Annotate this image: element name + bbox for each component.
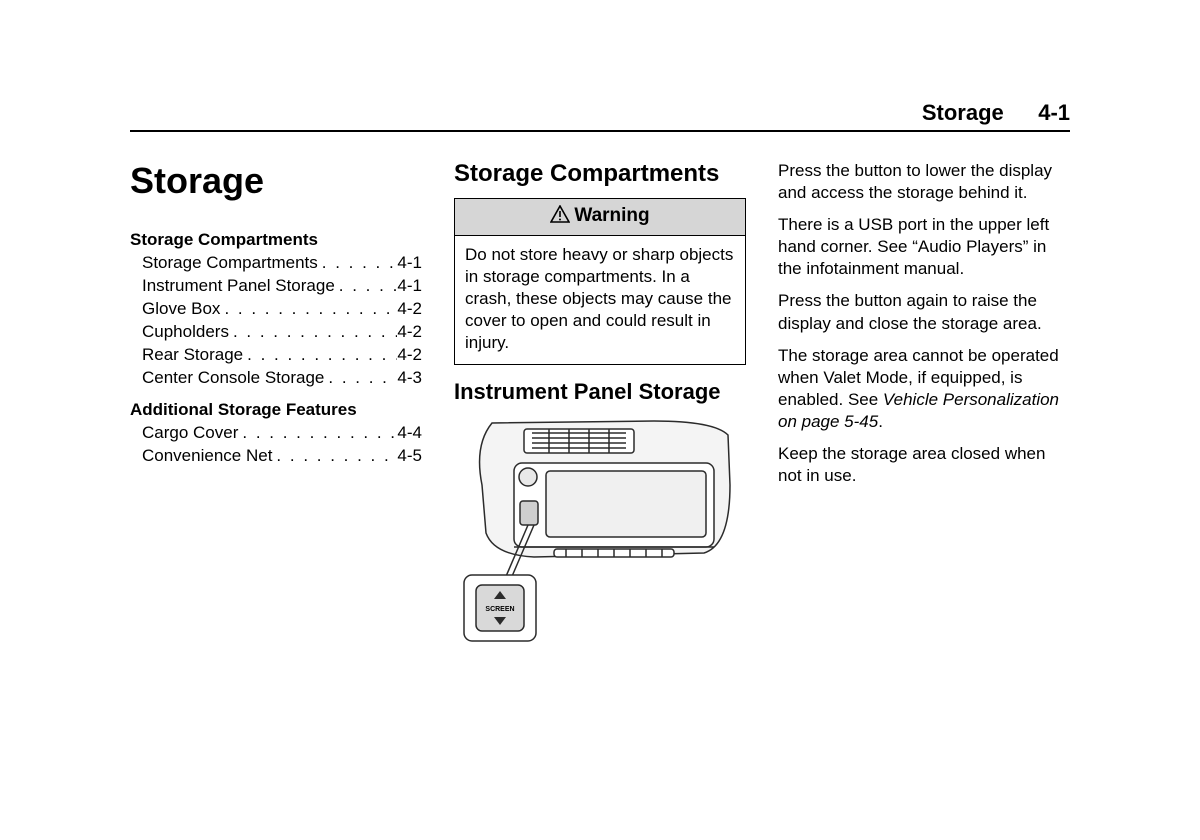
column-right: Press the button to lower the display an… bbox=[778, 160, 1070, 645]
content-columns: Storage Storage Compartments Storage Com… bbox=[130, 160, 1070, 645]
toc-leader bbox=[318, 252, 398, 275]
toc-label: Cupholders bbox=[142, 321, 229, 344]
toc-label: Instrument Panel Storage bbox=[142, 275, 335, 298]
toc-page: 4-1 bbox=[397, 275, 422, 298]
toc-label: Convenience Net bbox=[142, 445, 272, 468]
toc-page: 4-1 bbox=[397, 252, 422, 275]
body-paragraph: Keep the storage area closed when not in… bbox=[778, 443, 1070, 487]
toc-page: 4-2 bbox=[397, 298, 422, 321]
body-paragraph: The storage area cannot be operated when… bbox=[778, 345, 1070, 433]
toc-leader bbox=[229, 321, 397, 344]
toc-page: 4-4 bbox=[397, 422, 422, 445]
instrument-panel-illustration: SCREEN bbox=[454, 415, 734, 645]
body-paragraph: Press the button to lower the display an… bbox=[778, 160, 1070, 204]
toc-group-title: Additional Storage Features bbox=[130, 400, 422, 420]
toc-leader bbox=[243, 344, 397, 367]
toc-leader bbox=[272, 445, 397, 468]
manual-page: Storage 4-1 Storage Storage Compartments… bbox=[0, 0, 1200, 685]
toc-label: Center Console Storage bbox=[142, 367, 324, 390]
toc-page: 4-3 bbox=[397, 367, 422, 390]
toc-item: Glove Box 4-2 bbox=[130, 298, 422, 321]
toc-page: 4-5 bbox=[397, 445, 422, 468]
screen-button-label: SCREEN bbox=[485, 606, 514, 613]
body-paragraph: Press the button again to raise the disp… bbox=[778, 290, 1070, 334]
toc-item: Cargo Cover 4-4 bbox=[130, 422, 422, 445]
warning-box: Warning Do not store heavy or sharp obje… bbox=[454, 198, 746, 365]
toc-page: 4-2 bbox=[397, 344, 422, 367]
dashboard-svg: SCREEN bbox=[454, 415, 734, 645]
header-page-number: 4-1 bbox=[1038, 100, 1070, 126]
page-header: Storage 4-1 bbox=[130, 100, 1070, 132]
toc-item: Convenience Net 4-5 bbox=[130, 445, 422, 468]
toc-page: 4-2 bbox=[397, 321, 422, 344]
column-toc: Storage Storage Compartments Storage Com… bbox=[130, 160, 422, 645]
toc-label: Storage Compartments bbox=[142, 252, 318, 275]
toc-label: Rear Storage bbox=[142, 344, 243, 367]
toc-item: Storage Compartments 4-1 bbox=[130, 252, 422, 275]
toc-leader bbox=[335, 275, 398, 298]
toc-leader bbox=[220, 298, 397, 321]
chapter-title: Storage bbox=[130, 160, 422, 202]
header-chapter: Storage bbox=[922, 100, 1004, 126]
subsection-heading: Instrument Panel Storage bbox=[454, 379, 746, 405]
toc-item: Cupholders 4-2 bbox=[130, 321, 422, 344]
warning-title-bar: Warning bbox=[455, 199, 745, 236]
toc-group-title: Storage Compartments bbox=[130, 230, 422, 250]
body-paragraph: There is a USB port in the upper left ha… bbox=[778, 214, 1070, 280]
section-heading: Storage Compartments bbox=[454, 160, 746, 188]
toc-item: Rear Storage 4-2 bbox=[130, 344, 422, 367]
toc-leader bbox=[324, 367, 397, 390]
toc-label: Cargo Cover bbox=[142, 422, 238, 445]
toc-label: Glove Box bbox=[142, 298, 220, 321]
body-text-span: . bbox=[878, 412, 883, 431]
warning-icon bbox=[550, 205, 570, 229]
warning-body: Do not store heavy or sharp objects in s… bbox=[455, 236, 745, 364]
toc-leader bbox=[238, 422, 397, 445]
toc-item: Center Console Storage 4-3 bbox=[130, 367, 422, 390]
column-center: Storage Compartments Warning Do not stor… bbox=[454, 160, 746, 645]
toc-item: Instrument Panel Storage 4-1 bbox=[130, 275, 422, 298]
warning-label: Warning bbox=[574, 205, 649, 226]
